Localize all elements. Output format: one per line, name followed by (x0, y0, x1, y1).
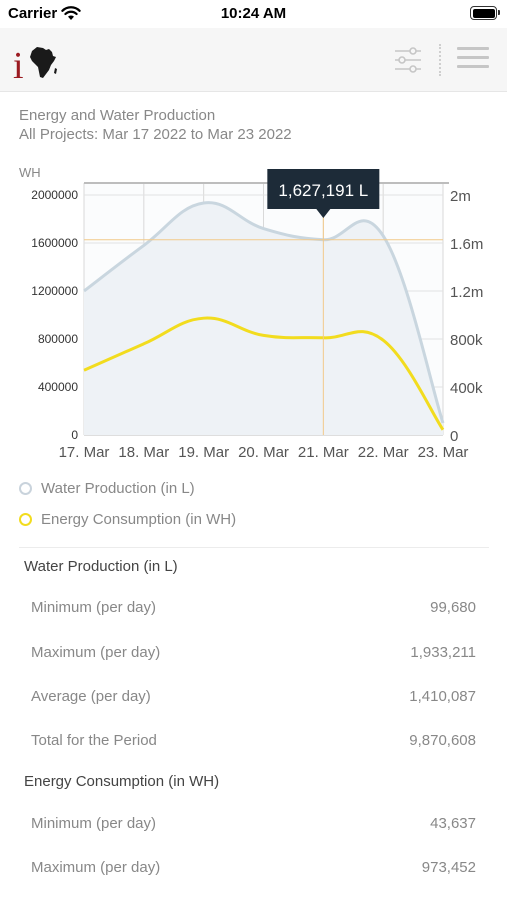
stat-value: 9,870,608 (409, 732, 476, 749)
stat-label: Total for the Period (31, 732, 157, 749)
legend-water-label: Water Production (in L) (41, 479, 195, 497)
energy-max-row: Maximum (per day) 973,452 (31, 859, 476, 879)
water-production-line (83, 201, 445, 424)
legend-energy-label: Energy Consumption (in WH) (41, 510, 237, 528)
nav-bar: i (0, 28, 507, 92)
left-axis-tick-label: 0 (71, 428, 78, 442)
legend-energy-marker (19, 512, 32, 526)
legend-water[interactable]: Water Production (in L) (19, 478, 195, 498)
left-axis-tick-label: 2000000 (31, 188, 78, 202)
water-stats-title: Water Production (in L) (24, 558, 178, 575)
stat-value: 99,680 (430, 599, 476, 616)
water-production-area (84, 202, 443, 435)
stat-value: 43,637 (430, 815, 476, 832)
tooltip-value: 1,627,191 L (278, 181, 368, 200)
stat-value: 973,452 (421, 859, 476, 876)
x-axis-tick-label: 18. Mar (118, 444, 169, 461)
stat-label: Maximum (per day) (31, 644, 161, 661)
right-axis-tick-label: 400k (450, 380, 483, 397)
clock: 10:24 AM (220, 5, 287, 22)
left-axis-tick-label: 1200000 (31, 284, 78, 298)
left-axis-ticks: 0 400000 800000 1200000 1600000 2000000 (31, 188, 78, 442)
x-axis-tick-label: 17. Mar (59, 444, 110, 461)
hamburger-menu-icon[interactable] (457, 47, 489, 71)
stat-label: Maximum (per day) (31, 859, 161, 876)
right-axis-tick-label: 2m (450, 188, 471, 205)
stat-label: Minimum (per day) (31, 599, 157, 616)
logo-letter: i (13, 45, 24, 82)
stat-label: Minimum (per day) (31, 815, 157, 832)
water-max-row: Maximum (per day) 1,933,211 (31, 644, 476, 664)
x-axis-ticks: 17. Mar 18. Mar 19. Mar 20. Mar 21. Mar 22. M… (59, 444, 469, 461)
x-axis-tick-label: 21. Mar (298, 444, 349, 461)
x-axis-tick-label: 22. Mar (358, 444, 409, 461)
carrier-label: Carrier (8, 5, 58, 22)
legend-energy[interactable]: Energy Consumption (in WH) (19, 509, 236, 529)
stat-value: 1,410,087 (409, 688, 476, 705)
left-axis-tick-label: 800000 (38, 332, 78, 346)
water-min-row: Minimum (per day) 99,680 (31, 599, 476, 619)
left-axis-unit: WH (19, 165, 41, 180)
battery-icon (470, 6, 500, 20)
section-divider (19, 547, 489, 548)
right-axis-tick-label: 0 (450, 428, 458, 445)
x-axis-tick-label: 19. Mar (178, 444, 229, 461)
stat-value: 1,933,211 (410, 644, 476, 661)
status-bar: Carrier 10:24 AM (0, 0, 507, 28)
right-axis-tick-label: 1.2m (450, 284, 483, 301)
left-axis-tick-label: 400000 (38, 380, 78, 394)
left-axis-tick-label: 1600000 (31, 236, 78, 250)
x-axis-tick-label: 20. Mar (238, 444, 289, 461)
x-axis-tick-label: 23. Mar (418, 444, 469, 461)
energy-stats-title: Energy Consumption (in WH) (24, 773, 220, 790)
energy-min-row: Minimum (per day) 43,637 (31, 815, 476, 835)
legend-water-marker (19, 481, 32, 495)
filter-settings-icon[interactable] (394, 47, 422, 73)
chart-tooltip: 1,627,191 L (267, 169, 380, 218)
tooltip-crosshair (84, 183, 443, 435)
water-avg-row: Average (per day) 1,410,087 (31, 688, 476, 708)
wifi-icon (61, 6, 81, 20)
nav-divider (439, 44, 441, 76)
stat-label: Average (per day) (31, 688, 151, 705)
production-chart[interactable]: 0 400000 800000 1200000 1600000 2000000 0 400k… (0, 155, 507, 470)
right-axis-tick-label: 1.6m (450, 236, 483, 253)
africa-map-icon (30, 47, 57, 78)
energy-consumption-line (83, 316, 445, 431)
water-total-row: Total for the Period 9,870,608 (31, 732, 476, 752)
page-subtitle: All Projects: Mar 17 2022 to Mar 23 2022 (19, 126, 292, 143)
right-axis-tick-label: 800k (450, 332, 483, 349)
page-title: Energy and Water Production (19, 107, 216, 124)
right-axis-ticks: 0 400k 800k 1.2m 1.6m 2m (450, 188, 483, 445)
app-logo[interactable]: i (12, 38, 62, 82)
